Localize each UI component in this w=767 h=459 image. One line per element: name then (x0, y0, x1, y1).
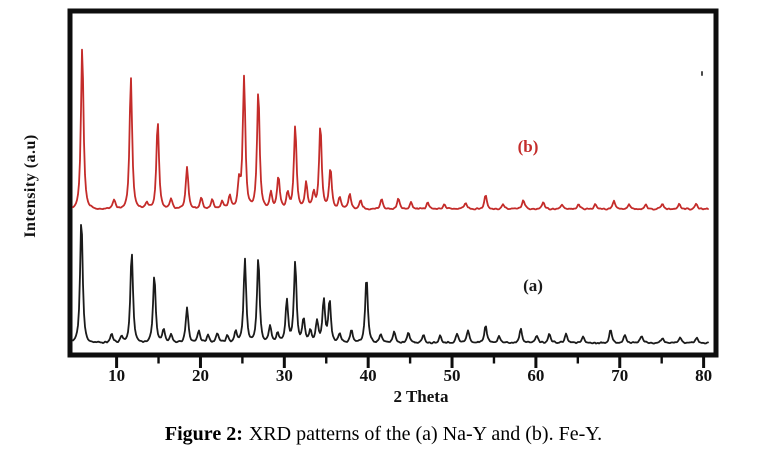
plot-frame (67, 8, 719, 358)
caption-prefix: Figure 2: (164, 423, 243, 445)
x-tick-label: 50 (444, 366, 461, 385)
series-label-b: (b) (517, 137, 539, 156)
x-tick-label: 80 (695, 366, 712, 385)
x-tick-label: 20 (192, 366, 209, 385)
series-label-a: (a) (523, 276, 543, 295)
speck-artifact (701, 71, 703, 76)
x-tick-label: 40 (360, 366, 377, 385)
figure-caption: Figure 2: XRD patterns of the (a) Na-Y an… (0, 423, 767, 446)
x-tick-label: 30 (276, 366, 293, 385)
x-tick-label: 60 (527, 366, 544, 385)
y-axis-label: Intensity (a.u) (22, 134, 39, 238)
x-tick-label: 70 (611, 366, 628, 385)
x-axis-label: 2 Theta (393, 387, 449, 406)
x-tick-label: 10 (108, 366, 125, 385)
caption-text: XRD patterns of the (a) Na-Y and (b). Fe… (248, 423, 603, 445)
trace-na-y (72, 224, 709, 345)
trace-fe-y (72, 48, 709, 211)
